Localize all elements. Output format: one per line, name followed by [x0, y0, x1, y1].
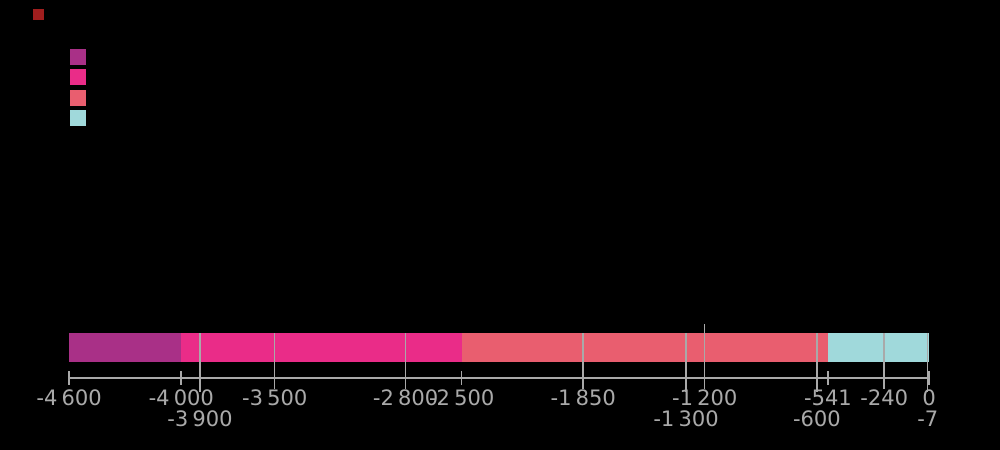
bar-segment-3: [461, 333, 828, 362]
tick-line--3500: [273, 333, 276, 389]
tick-label--7: -7: [917, 407, 939, 431]
tick-line--1200: [703, 324, 706, 389]
red-square-marker: [33, 9, 44, 20]
tick-label--240: -240: [860, 386, 908, 410]
tick-line--7: [926, 333, 929, 392]
tick-line--2500: [460, 371, 463, 385]
tick-label--4600: -4 600: [36, 386, 102, 410]
x-axis-line: [69, 377, 929, 379]
tick-label--2800: -2 800: [372, 386, 439, 410]
tick-line--1850: [582, 333, 584, 389]
tick-line--4000: [180, 371, 182, 385]
tick-label--1850: -1 850: [550, 386, 616, 410]
tick-label--3500: -3 500: [242, 386, 308, 410]
tick-line-0: [928, 371, 930, 385]
tick-label--4000: -4 000: [148, 386, 214, 410]
tick-line--3900: [199, 333, 201, 392]
tick-label--1200: -1 200: [672, 386, 738, 410]
bar-segment-1: [69, 333, 182, 362]
tick-label--600: -600: [792, 407, 841, 431]
tick-line--600: [816, 333, 818, 392]
tick-label-0: 0: [922, 386, 936, 410]
bar-segment-4: [827, 333, 929, 362]
tick-line--1300: [685, 333, 687, 392]
legend-swatch-3: [70, 90, 86, 106]
legend-swatch-2: [70, 69, 86, 85]
tick-label--541: -541: [804, 386, 852, 410]
legend-swatch-1: [70, 49, 86, 65]
legend-swatch-4: [70, 110, 86, 126]
bar-segment-2: [181, 333, 462, 362]
tick-line--2800: [404, 333, 407, 389]
tick-line--541: [827, 371, 829, 385]
tick-label--2500: -2 500: [428, 386, 495, 410]
legend: [70, 49, 86, 126]
tick-line--4600: [68, 371, 70, 385]
tick-label--1300: -1 300: [653, 407, 719, 431]
tick-line--240: [883, 333, 885, 389]
tick-label--3900: -3 900: [167, 407, 233, 431]
